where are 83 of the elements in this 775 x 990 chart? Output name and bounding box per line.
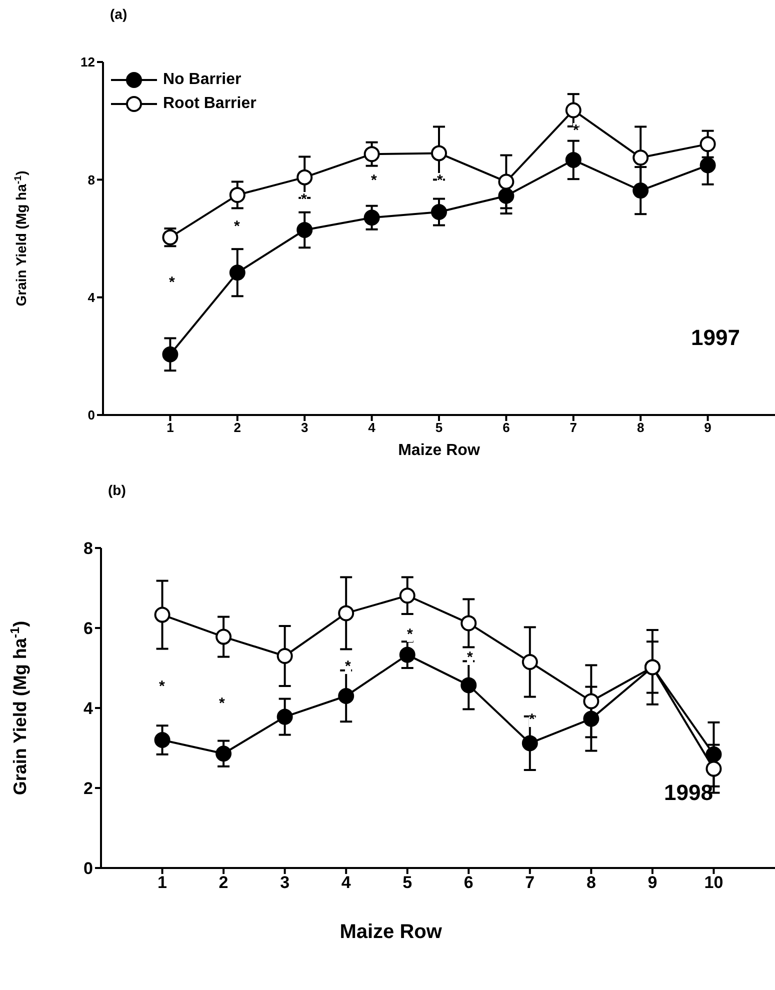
legend-label: Root Barrier	[163, 95, 256, 113]
x-tick-label: 5	[402, 873, 412, 892]
x-tick-label: 6	[464, 873, 474, 892]
y-tick-label: 0	[88, 408, 95, 423]
x-tick-label: 1	[166, 420, 174, 436]
point	[276, 708, 293, 725]
annotation: 1998	[664, 780, 713, 806]
x-tick-label: 3	[280, 873, 290, 892]
point	[296, 222, 313, 238]
point	[276, 648, 293, 664]
x-tick-label: 8	[586, 873, 596, 892]
x-tick-label: 10	[704, 873, 724, 892]
x-axis-title: Maize Row	[398, 442, 480, 459]
y-tick-label: 6	[84, 619, 93, 638]
annotation: *	[169, 274, 175, 291]
x-tick-label: 7	[570, 420, 578, 436]
point	[154, 606, 170, 623]
point	[498, 188, 514, 204]
point	[431, 145, 447, 162]
point	[296, 169, 313, 186]
x-tick-label: 9	[648, 873, 658, 892]
annotation: *	[573, 122, 579, 139]
annotation: *	[219, 695, 225, 712]
legend-label: No Barrier	[163, 71, 242, 89]
point	[162, 346, 178, 362]
chart-title: (b)	[108, 482, 126, 498]
point	[460, 677, 477, 694]
point	[565, 102, 582, 118]
point	[498, 174, 514, 190]
y-tick-label: 8	[88, 172, 95, 188]
x-tick-label: 8	[636, 420, 644, 436]
x-tick-label: 2	[234, 420, 242, 436]
annotation: 1997	[691, 325, 740, 351]
point	[229, 186, 246, 203]
point	[706, 746, 722, 762]
x-tick-label: 9	[704, 420, 712, 436]
y-tick-label: 4	[88, 290, 96, 305]
point	[460, 615, 477, 632]
annotation: *	[159, 678, 165, 695]
y-tick-label: 2	[84, 779, 93, 798]
y-tick-label: 12	[80, 54, 95, 70]
annotation: *	[345, 658, 351, 675]
annotation: *	[301, 191, 307, 208]
point	[522, 735, 538, 752]
point	[154, 732, 170, 748]
point	[229, 264, 246, 281]
point	[583, 710, 600, 727]
x-tick-label: 4	[368, 420, 376, 436]
y-tick-label: 0	[84, 859, 93, 878]
annotation: *	[437, 172, 443, 189]
point	[216, 628, 232, 645]
point	[700, 136, 716, 152]
x-tick-label: 5	[435, 420, 443, 436]
y-tick-label: 4	[84, 699, 94, 718]
x-tick-label: 4	[341, 873, 352, 892]
point	[632, 182, 649, 199]
point	[364, 210, 380, 226]
chart-title: (a)	[110, 6, 128, 22]
point	[399, 588, 416, 604]
point	[364, 146, 380, 162]
point	[700, 157, 716, 174]
x-tick-label: 3	[300, 420, 308, 436]
annotation: *	[529, 711, 535, 728]
point	[565, 152, 582, 168]
y-tick-label: 8	[84, 539, 93, 558]
point	[338, 605, 354, 622]
x-tick-label: 7	[525, 873, 535, 892]
point	[632, 150, 649, 166]
point	[431, 204, 447, 220]
point	[522, 654, 538, 670]
point	[583, 693, 600, 710]
annotation: *	[407, 626, 413, 643]
x-tick-label: 2	[218, 873, 228, 892]
point	[216, 746, 232, 762]
x-tick-label: 1	[158, 873, 168, 892]
annotation: *	[371, 172, 377, 189]
point	[706, 760, 722, 777]
annotation: *	[467, 649, 473, 666]
annotation: *	[234, 218, 240, 235]
x-axis-title: Maize Row	[340, 921, 442, 943]
point	[399, 646, 416, 663]
x-tick-label: 6	[502, 420, 510, 436]
point	[338, 688, 354, 704]
